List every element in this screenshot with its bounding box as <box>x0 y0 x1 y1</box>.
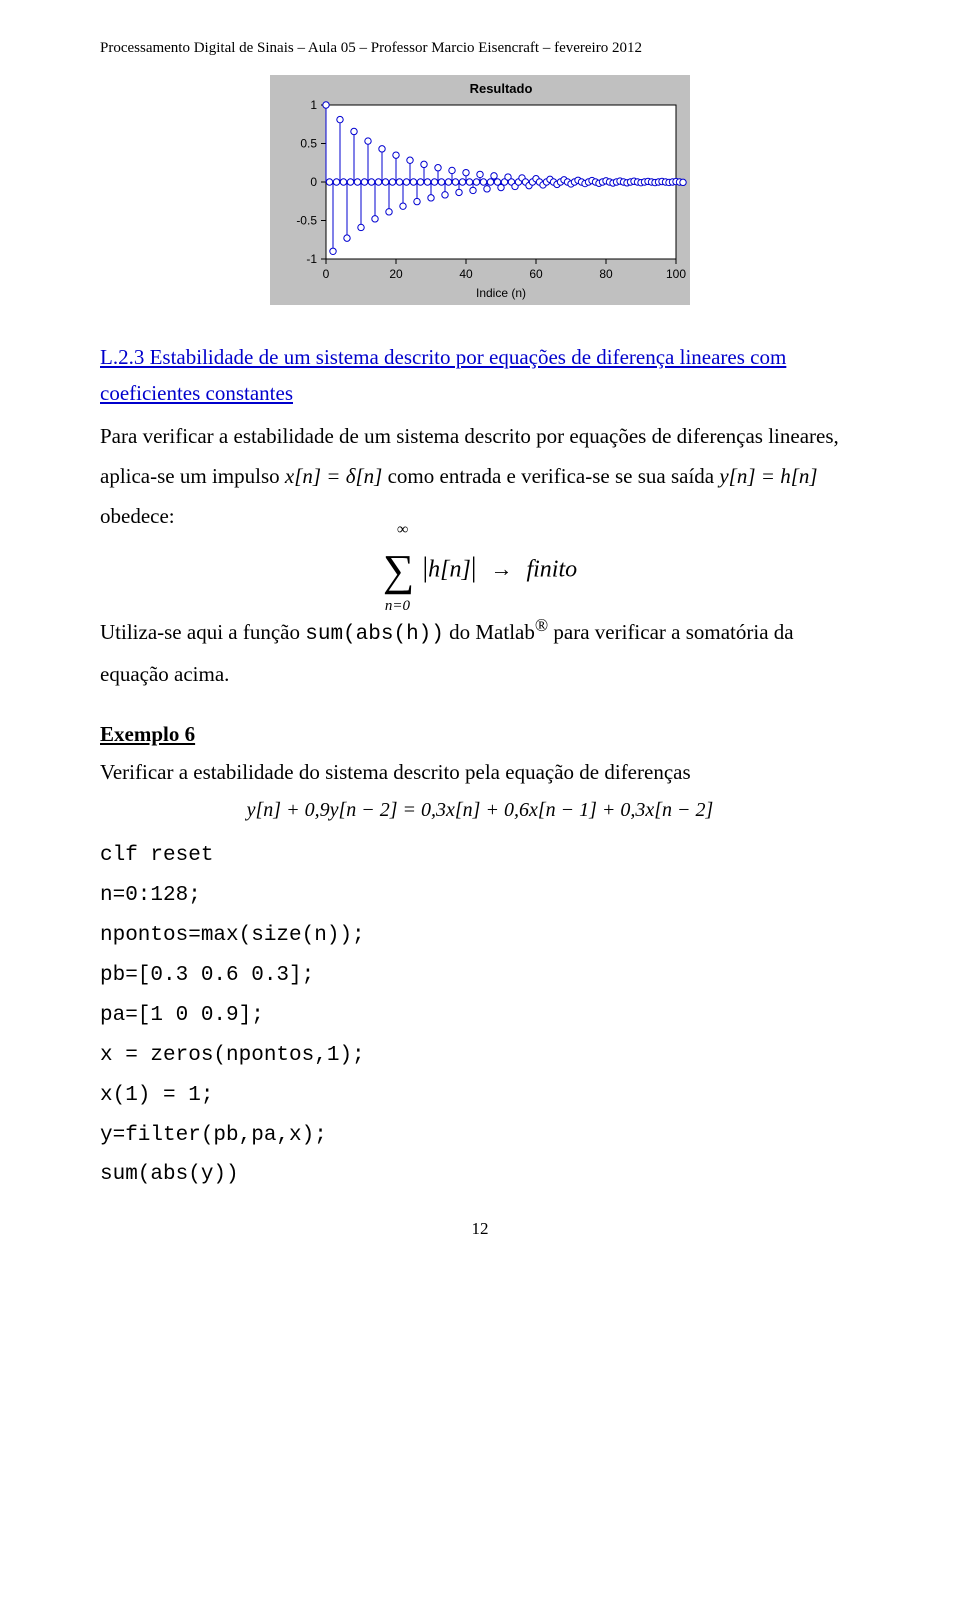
svg-text:-0.5: -0.5 <box>296 214 317 228</box>
code-line-7: x(1) = 1; <box>100 1076 860 1116</box>
code-line-2: n=0:128; <box>100 876 860 916</box>
sum-result: finito <box>526 556 577 582</box>
code-line-8: y=filter(pb,pa,x); <box>100 1116 860 1156</box>
svg-text:-1: -1 <box>306 252 317 266</box>
running-header: Processamento Digital de Sinais – Aula 0… <box>100 40 860 57</box>
eq-output: y[n] = h[n] <box>719 464 817 488</box>
registered-symbol: ® <box>535 615 548 635</box>
p1-part-b: como entrada e verifica-se se sua saída <box>388 464 720 488</box>
code-line-3: npontos=max(size(n)); <box>100 916 860 956</box>
eq-summation: ∞ ∑ n=0 |h[n]| → finito <box>100 551 860 591</box>
sigma-symbol: ∞ ∑ n=0 <box>383 551 414 591</box>
resultado-chart: Resultado -1 -0.5 0 0.5 1 0 20 40 60 80 100 Indice (… <box>270 75 690 310</box>
example-heading: Exemplo 6 <box>100 722 860 747</box>
svg-text:20: 20 <box>389 267 403 281</box>
code-line-6: x = zeros(npontos,1); <box>100 1036 860 1076</box>
p2-part-a: Utiliza-se aqui a função <box>100 620 305 644</box>
example-description: Verificar a estabilidade do sistema desc… <box>100 753 860 793</box>
svg-text:0: 0 <box>323 267 330 281</box>
eq-impulse: x[n] = δ[n] <box>285 464 382 488</box>
code-line-1: clf reset <box>100 836 860 876</box>
svg-text:Resultado: Resultado <box>470 81 533 96</box>
sigma-lower-limit: n=0 <box>385 598 410 615</box>
svg-text:80: 80 <box>599 267 613 281</box>
svg-text:Indice (n): Indice (n) <box>476 286 526 300</box>
code-line-9: sum(abs(y)) <box>100 1155 860 1195</box>
section-heading: L.2.3 Estabilidade de um sistema descrit… <box>100 340 860 411</box>
paragraph-matlab: Utiliza-se aqui a função sum(abs(h)) do … <box>100 609 860 695</box>
inline-code-sumabs: sum(abs(h)) <box>305 623 444 646</box>
svg-text:0.5: 0.5 <box>300 137 317 151</box>
summand: h[n] <box>428 556 471 582</box>
code-line-5: pa=[1 0 0.9]; <box>100 996 860 1036</box>
svg-text:0: 0 <box>310 175 317 189</box>
p2-part-b: do Matlab <box>444 620 535 644</box>
page: Processamento Digital de Sinais – Aula 0… <box>0 0 960 1279</box>
svg-text:60: 60 <box>529 267 543 281</box>
svg-text:40: 40 <box>459 267 473 281</box>
stem-plot-svg: Resultado -1 -0.5 0 0.5 1 0 20 40 60 80 100 Indice (… <box>270 75 690 305</box>
difference-equation: y[n] + 0,9y[n − 2] = 0,3x[n] + 0,6x[n − … <box>100 799 860 822</box>
sigma-upper-limit: ∞ <box>397 521 408 539</box>
paragraph-intro: Para verificar a estabilidade de um sist… <box>100 417 860 537</box>
page-number: 12 <box>100 1219 860 1239</box>
svg-text:1: 1 <box>310 98 317 112</box>
code-line-4: pb=[0.3 0.6 0.3]; <box>100 956 860 996</box>
svg-text:100: 100 <box>666 267 686 281</box>
p1-part-c: obedece: <box>100 504 175 528</box>
